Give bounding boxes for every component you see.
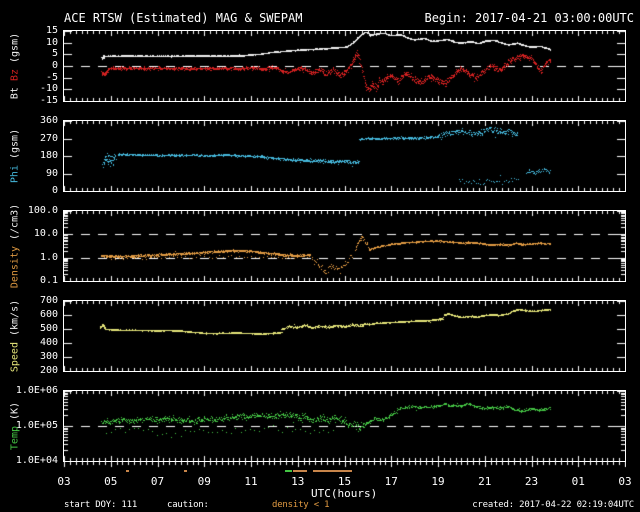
y-tick-label: 15 [45, 25, 58, 36]
y-tick-label: -10 [39, 83, 58, 95]
x-tick-label: 11 [244, 475, 258, 488]
panel-y-axis-label: Phi (gsm) [10, 129, 21, 183]
x-tick-label: 09 [197, 475, 211, 488]
x-axis-title: UTC(hours) [311, 487, 378, 500]
x-tick-label: 23 [524, 475, 539, 488]
footer-caution-label: caution: [167, 500, 209, 510]
panel-y-axis-label-part: Density [9, 246, 21, 289]
panel-speed-canvas [64, 301, 625, 371]
y-tick-label: 10.0 [33, 228, 58, 240]
y-tick-label: 360 [39, 115, 58, 126]
panel-y-axis-label: Density (/cm3) [10, 204, 21, 288]
panel-y-axis-label-part: (gsm) [9, 128, 21, 166]
y-tick-label: 1.0E+06 [15, 385, 58, 396]
y-tick-label: 1.0E+04 [15, 455, 58, 466]
panel-y-axis-label-part: Temp [9, 426, 21, 451]
panel-y-axis-label: Speed (km/s) [10, 300, 21, 372]
y-tick-label: 5 [51, 48, 58, 60]
panel-y-axis-label: Bt Bz (gsm) [10, 33, 21, 99]
panel-bt-bz [63, 30, 626, 102]
x-tick-label: 17 [384, 475, 398, 488]
footer-caution-value: density < 1 [272, 500, 330, 510]
panel-phi [63, 120, 626, 192]
plot-title: ACE RTSW (Estimated) MAG & SWEPAM [64, 11, 303, 25]
panel-y-axis-label-part: (K) [9, 401, 21, 426]
caution-mark [312, 470, 352, 472]
begin-timestamp: Begin: 2017-04-21 03:00:00UTC [424, 11, 634, 25]
panel-temp [63, 390, 626, 462]
panel-y-axis-label-part: (/cm3) [9, 203, 21, 246]
caution-mark-green [284, 470, 292, 472]
x-axis-outer-ticks [63, 462, 626, 470]
y-tick-label: 100.0 [27, 205, 58, 216]
x-tick-label: 21 [478, 475, 492, 488]
y-tick-label: -5 [45, 71, 58, 83]
caution-mark [184, 470, 188, 472]
panel-density [63, 210, 626, 282]
panel-phi-canvas [64, 121, 625, 191]
y-tick-label: -15 [39, 95, 58, 106]
y-tick-label: 300 [39, 351, 58, 362]
panel-y-axis-label-part: Phi [9, 165, 21, 184]
panel-bt-bz-canvas [64, 31, 625, 101]
y-tick-label: 1.0E+05 [15, 420, 58, 431]
y-tick-label: 0.1 [39, 275, 58, 286]
y-tick-label: 600 [39, 309, 58, 320]
y-tick-label: 180 [39, 150, 58, 161]
panel-y-axis-label-part: (gsm) [9, 32, 21, 70]
caution-mark [293, 470, 308, 472]
y-tick-label: 700 [39, 295, 58, 306]
panel-speed [63, 300, 626, 372]
x-tick-label: 15 [337, 475, 352, 488]
x-tick-label: 19 [431, 475, 445, 488]
x-tick-label: 13 [291, 475, 305, 488]
footer-start-doy: start DOY: 111 [64, 500, 138, 510]
y-tick-label: 0 [51, 60, 58, 71]
y-tick-label: 500 [39, 323, 58, 334]
y-tick-label: 200 [39, 365, 58, 376]
y-tick-label: 90 [45, 167, 58, 179]
y-tick-label: 10 [45, 36, 58, 48]
x-tick-label: 07 [150, 475, 165, 488]
panel-y-axis-label-part: Bt [9, 81, 21, 100]
panel-y-axis-label-part: Bz [9, 69, 21, 82]
caution-mark [125, 470, 129, 472]
y-tick-label: 0 [51, 185, 58, 196]
panel-y-axis-label-part: Speed [9, 342, 21, 373]
x-tick-label: 03 [618, 475, 632, 488]
panel-temp-canvas [64, 391, 625, 461]
y-tick-label: 400 [39, 337, 58, 348]
panel-y-axis-label-part: (km/s) [9, 299, 21, 343]
y-tick-label: 270 [39, 132, 58, 144]
x-tick-label: 03 [57, 475, 71, 488]
x-tick-label: 01 [571, 475, 585, 488]
y-tick-label: 1.0 [39, 251, 58, 263]
footer-created-timestamp: created: 2017-04-22 02:19:04UTC [472, 500, 634, 510]
panel-y-axis-label: Temp (K) [10, 402, 21, 450]
x-tick-label: 05 [104, 475, 118, 488]
panel-density-canvas [64, 211, 625, 281]
